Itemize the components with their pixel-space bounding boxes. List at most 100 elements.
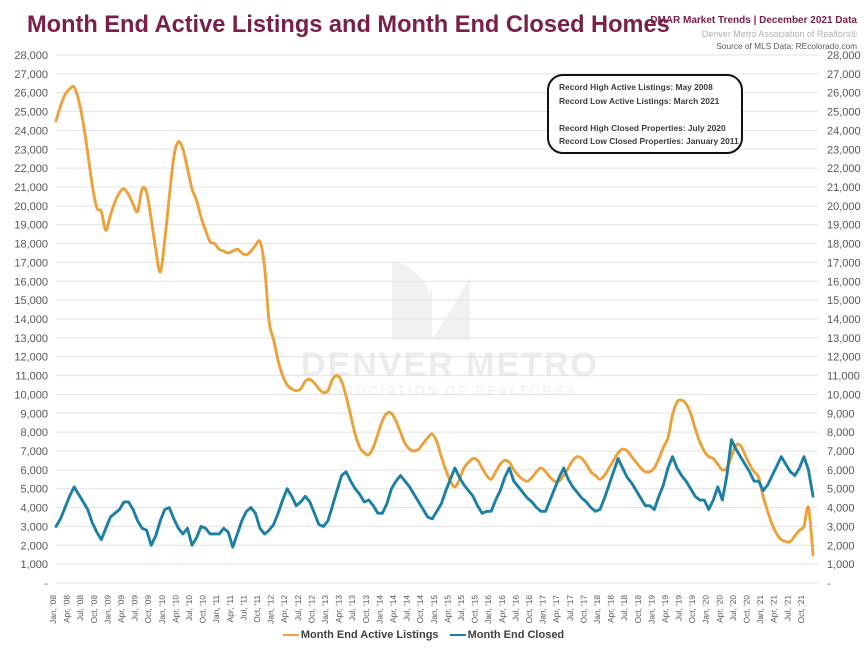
svg-text:Apr, '09: Apr, '09 (116, 595, 126, 623)
svg-text:Apr, '16: Apr, '16 (497, 595, 507, 623)
svg-text:Oct, '11: Oct, '11 (252, 595, 262, 623)
svg-text:14,000: 14,000 (827, 314, 861, 326)
svg-text:Apr, '20: Apr, '20 (714, 595, 724, 623)
svg-text:Apr, '11: Apr, '11 (225, 595, 235, 623)
svg-text:16,000: 16,000 (827, 276, 861, 288)
svg-text:Jul, '08: Jul, '08 (75, 595, 85, 621)
svg-text:Jan, '19: Jan, '19 (646, 595, 656, 624)
svg-text:Apr, '10: Apr, '10 (170, 595, 180, 623)
svg-text:13,000: 13,000 (14, 333, 48, 345)
svg-text:22,000: 22,000 (14, 163, 48, 175)
svg-text:Oct, '12: Oct, '12 (306, 595, 316, 624)
svg-text:4,000: 4,000 (827, 503, 855, 515)
svg-text:11,000: 11,000 (15, 371, 48, 383)
svg-text:28,000: 28,000 (827, 50, 861, 62)
svg-text:12,000: 12,000 (827, 352, 861, 364)
svg-text:Jul, '18: Jul, '18 (619, 595, 629, 621)
svg-text:Jan, '20: Jan, '20 (701, 595, 711, 624)
svg-text:4,000: 4,000 (20, 503, 48, 515)
svg-text:Jan, '15: Jan, '15 (429, 595, 439, 624)
svg-text:-: - (44, 578, 48, 590)
svg-text:Oct, '20: Oct, '20 (742, 595, 752, 624)
svg-text:10,000: 10,000 (827, 389, 861, 401)
svg-text:Jul, '16: Jul, '16 (510, 595, 520, 621)
svg-text:Apr, '19: Apr, '19 (660, 595, 670, 623)
svg-text:Jul, '19: Jul, '19 (674, 595, 684, 621)
svg-text:Oct, '08: Oct, '08 (89, 595, 99, 624)
svg-text:19,000: 19,000 (827, 220, 861, 232)
svg-text:Apr, '14: Apr, '14 (388, 595, 398, 623)
svg-text:Oct, '13: Oct, '13 (361, 595, 371, 624)
svg-text:Apr, '21: Apr, '21 (769, 595, 779, 623)
svg-text:20,000: 20,000 (827, 201, 861, 213)
svg-text:26,000: 26,000 (827, 88, 861, 100)
svg-text:Oct, '19: Oct, '19 (687, 595, 697, 624)
svg-text:Jan, '13: Jan, '13 (320, 595, 330, 624)
svg-text:Jan, '10: Jan, '10 (157, 595, 167, 624)
svg-text:Apr, '13: Apr, '13 (334, 595, 344, 623)
svg-text:Jul, '21: Jul, '21 (782, 595, 792, 621)
svg-text:27,000: 27,000 (827, 69, 861, 81)
svg-text:Jan, '14: Jan, '14 (374, 595, 384, 624)
svg-text:1,000: 1,000 (20, 559, 48, 571)
svg-text:15,000: 15,000 (827, 295, 861, 307)
svg-text:Jul, '20: Jul, '20 (728, 595, 738, 621)
svg-text:25,000: 25,000 (14, 107, 48, 119)
svg-text:Oct, '17: Oct, '17 (578, 595, 588, 624)
svg-text:10,000: 10,000 (14, 389, 48, 401)
svg-text:Jul, '09: Jul, '09 (130, 595, 140, 621)
svg-text:Oct, '16: Oct, '16 (524, 595, 534, 624)
svg-text:26,000: 26,000 (14, 88, 48, 100)
svg-text:7,000: 7,000 (827, 446, 855, 458)
svg-text:25,000: 25,000 (827, 107, 861, 119)
svg-text:21,000: 21,000 (827, 182, 861, 194)
svg-text:9,000: 9,000 (827, 408, 855, 420)
svg-text:18,000: 18,000 (14, 239, 48, 251)
svg-text:Apr, '12: Apr, '12 (279, 595, 289, 623)
svg-text:Apr, '15: Apr, '15 (442, 595, 452, 623)
svg-text:5,000: 5,000 (20, 484, 48, 496)
svg-text:13,000: 13,000 (827, 333, 861, 345)
svg-text:Jul, '11: Jul, '11 (238, 595, 248, 621)
svg-text:8,000: 8,000 (827, 427, 855, 439)
svg-text:18,000: 18,000 (827, 239, 861, 251)
svg-text:Oct, '18: Oct, '18 (633, 595, 643, 624)
svg-text:Jan, '16: Jan, '16 (483, 595, 493, 624)
svg-text:1,000: 1,000 (827, 559, 855, 571)
svg-text:Jan, '12: Jan, '12 (266, 595, 276, 624)
svg-text:24,000: 24,000 (827, 125, 861, 137)
svg-text:16,000: 16,000 (14, 276, 48, 288)
svg-text:11,000: 11,000 (827, 371, 860, 383)
svg-text:12,000: 12,000 (14, 352, 48, 364)
svg-text:24,000: 24,000 (14, 125, 48, 137)
svg-text:Oct, '15: Oct, '15 (470, 595, 480, 624)
svg-text:23,000: 23,000 (827, 144, 861, 156)
svg-text:27,000: 27,000 (14, 69, 48, 81)
svg-text:Jul, '10: Jul, '10 (184, 595, 194, 621)
svg-text:Jul, '12: Jul, '12 (293, 595, 303, 621)
svg-text:Jul, '14: Jul, '14 (402, 595, 412, 621)
svg-text:Oct, '09: Oct, '09 (143, 595, 153, 624)
svg-text:19,000: 19,000 (14, 220, 48, 232)
svg-text:21,000: 21,000 (14, 182, 48, 194)
svg-text:6,000: 6,000 (827, 465, 855, 477)
svg-text:20,000: 20,000 (14, 201, 48, 213)
svg-text:3,000: 3,000 (827, 521, 855, 533)
svg-text:3,000: 3,000 (20, 521, 48, 533)
svg-text:9,000: 9,000 (20, 408, 48, 420)
svg-text:Jan, '18: Jan, '18 (592, 595, 602, 624)
svg-text:Oct, '21: Oct, '21 (796, 595, 806, 624)
svg-text:Jul, '17: Jul, '17 (565, 595, 575, 621)
svg-text:Jan, '08: Jan, '08 (48, 595, 58, 624)
svg-text:Jul, '13: Jul, '13 (347, 595, 357, 621)
svg-text:Jul, '15: Jul, '15 (456, 595, 466, 621)
svg-text:6,000: 6,000 (20, 465, 48, 477)
svg-text:Jan, '11: Jan, '11 (211, 595, 221, 624)
svg-text:2,000: 2,000 (827, 540, 855, 552)
svg-text:17,000: 17,000 (827, 257, 861, 269)
svg-text:Oct, '10: Oct, '10 (198, 595, 208, 624)
svg-text:17,000: 17,000 (14, 257, 48, 269)
svg-text:Jan, '17: Jan, '17 (538, 595, 548, 624)
svg-text:Apr, '08: Apr, '08 (62, 595, 72, 623)
svg-text:Apr, '18: Apr, '18 (606, 595, 616, 623)
